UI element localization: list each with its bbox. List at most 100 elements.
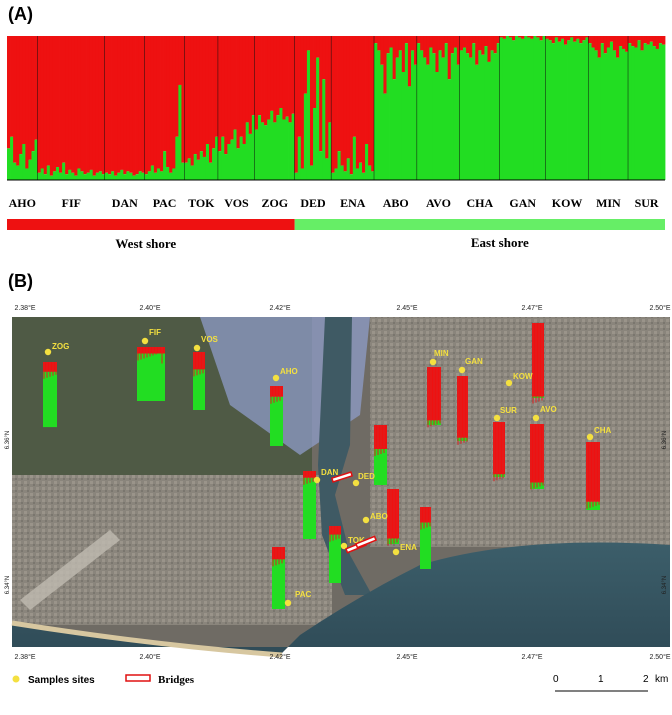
site-dot-min[interactable] bbox=[429, 358, 437, 366]
bar-dan-green bbox=[123, 174, 127, 180]
bar-zog-green bbox=[270, 110, 274, 180]
bar-abo-green bbox=[377, 50, 381, 181]
bar-pac-green bbox=[175, 136, 179, 180]
bar-zog-red bbox=[279, 36, 283, 108]
bar-fif-green bbox=[40, 168, 45, 180]
bar-tok-green bbox=[202, 156, 207, 180]
bar-fif-red bbox=[37, 36, 42, 173]
site-dot-ena[interactable] bbox=[392, 548, 400, 556]
site-dot-aho[interactable] bbox=[272, 374, 280, 382]
site-dot-gan[interactable] bbox=[458, 366, 466, 374]
bar-fif-green bbox=[92, 175, 97, 180]
bar-min-red bbox=[625, 36, 629, 52]
site-dot-vos[interactable] bbox=[193, 344, 201, 352]
bar-min-green bbox=[609, 41, 614, 181]
bar-gan-green bbox=[536, 37, 540, 180]
bar-avo-red bbox=[423, 36, 427, 58]
bar-fif-red bbox=[74, 36, 78, 176]
bar-ena-red bbox=[362, 36, 366, 173]
bar-sur-green bbox=[628, 43, 632, 181]
bar-gan-red bbox=[511, 36, 516, 41]
site-dot-avo[interactable] bbox=[532, 414, 540, 422]
bar-ena-green bbox=[352, 136, 357, 180]
bar-zog-green bbox=[257, 115, 262, 180]
bar-cha-red bbox=[478, 36, 482, 51]
bar-min-red bbox=[597, 36, 602, 58]
bar-abo-green bbox=[414, 64, 418, 180]
bar-min-green bbox=[600, 43, 605, 181]
site-dot-cha[interactable] bbox=[586, 433, 594, 441]
bar-aho-red bbox=[31, 36, 35, 152]
site-dot-fif[interactable] bbox=[141, 337, 149, 345]
bar-cha-green bbox=[484, 46, 488, 180]
bar-gan-green bbox=[508, 37, 513, 180]
bar-avo-green bbox=[429, 47, 433, 180]
map-sea bbox=[12, 542, 670, 655]
site-dot-zog[interactable] bbox=[44, 348, 52, 356]
bar-aho-green bbox=[28, 159, 32, 180]
bar-vos-red bbox=[248, 36, 253, 134]
bar-dan-red bbox=[123, 36, 127, 175]
bar-min-red bbox=[603, 36, 608, 54]
bar-ena-green bbox=[343, 171, 348, 180]
bar-kow-green bbox=[551, 43, 556, 181]
bar-gan-green bbox=[518, 37, 522, 180]
bar-pac-green bbox=[147, 171, 152, 180]
bar-min-green bbox=[622, 48, 626, 181]
bar-abo-green bbox=[383, 93, 387, 180]
x-tick-bottom: 2.42°E bbox=[269, 653, 290, 661]
bar-cha-green bbox=[496, 43, 501, 181]
site-label-aho: AHO bbox=[280, 367, 298, 376]
bar-abo-green bbox=[386, 53, 390, 180]
bar-abo-red bbox=[380, 36, 384, 65]
bar-tok-red bbox=[196, 36, 201, 160]
site-bar-fif-green bbox=[137, 353, 165, 401]
bar-vos-green bbox=[251, 115, 256, 180]
bar-fif-green bbox=[95, 172, 100, 180]
west-shore-label: West shore bbox=[115, 236, 176, 251]
bar-aho-green bbox=[25, 168, 29, 180]
site-dot-pac[interactable] bbox=[284, 599, 292, 607]
bar-min-red bbox=[612, 36, 617, 51]
x-tick-top: 2.40°E bbox=[139, 304, 160, 312]
bar-dan-red bbox=[117, 36, 121, 173]
site-dot-kow[interactable] bbox=[505, 379, 513, 387]
site-dot-ded[interactable] bbox=[352, 479, 360, 487]
bar-vos-green bbox=[224, 154, 228, 180]
site-dot-dan[interactable] bbox=[313, 476, 321, 484]
site-label-dan: DAN bbox=[321, 468, 339, 477]
site-label-min: MIN bbox=[434, 349, 449, 358]
bar-ena-green bbox=[358, 162, 363, 180]
bar-pac-green bbox=[153, 172, 158, 180]
bar-abo-red bbox=[383, 36, 387, 94]
bar-zog-red bbox=[270, 36, 274, 111]
bar-dan-red bbox=[120, 36, 124, 170]
bar-avo-red bbox=[438, 36, 442, 51]
bar-pac-green bbox=[150, 165, 155, 180]
bar-sur-green bbox=[658, 43, 663, 181]
site-dot-tok[interactable] bbox=[340, 542, 348, 550]
bar-pac-red bbox=[150, 36, 155, 166]
site-label-gan: GAN bbox=[465, 357, 483, 366]
site-dot-sur[interactable] bbox=[493, 414, 501, 422]
bar-zog-green bbox=[285, 116, 289, 180]
bar-ena-red bbox=[355, 36, 360, 169]
bar-cha-green bbox=[469, 57, 473, 180]
bar-avo-green bbox=[441, 57, 446, 180]
site-label-zog: ZOG bbox=[52, 342, 69, 351]
bar-sur-green bbox=[652, 46, 657, 180]
bar-zog-green bbox=[276, 115, 280, 180]
site-dot-abo[interactable] bbox=[362, 516, 370, 524]
bar-vos-red bbox=[224, 36, 228, 155]
x-tick-bottom: 2.40°E bbox=[139, 653, 160, 661]
bar-fif-red bbox=[89, 36, 94, 170]
bar-sur-red bbox=[640, 36, 644, 51]
bar-min-green bbox=[603, 53, 608, 180]
bar-avo-red bbox=[420, 36, 424, 51]
x-tick-top: 2.45°E bbox=[396, 304, 417, 312]
map-sites: ZOG FIF VOS AHO MIN GAN KOW SUR AVO CHA DAN DED ABO T… bbox=[43, 323, 612, 609]
structure-bar-chart: AHO FIF DAN PAC TOK VOS ZOG DED ENA ABO AVO CHA GAN K… bbox=[7, 36, 666, 251]
bar-abo-red bbox=[414, 36, 418, 65]
bar-fif-red bbox=[52, 36, 57, 172]
bar-abo-red bbox=[386, 36, 390, 54]
